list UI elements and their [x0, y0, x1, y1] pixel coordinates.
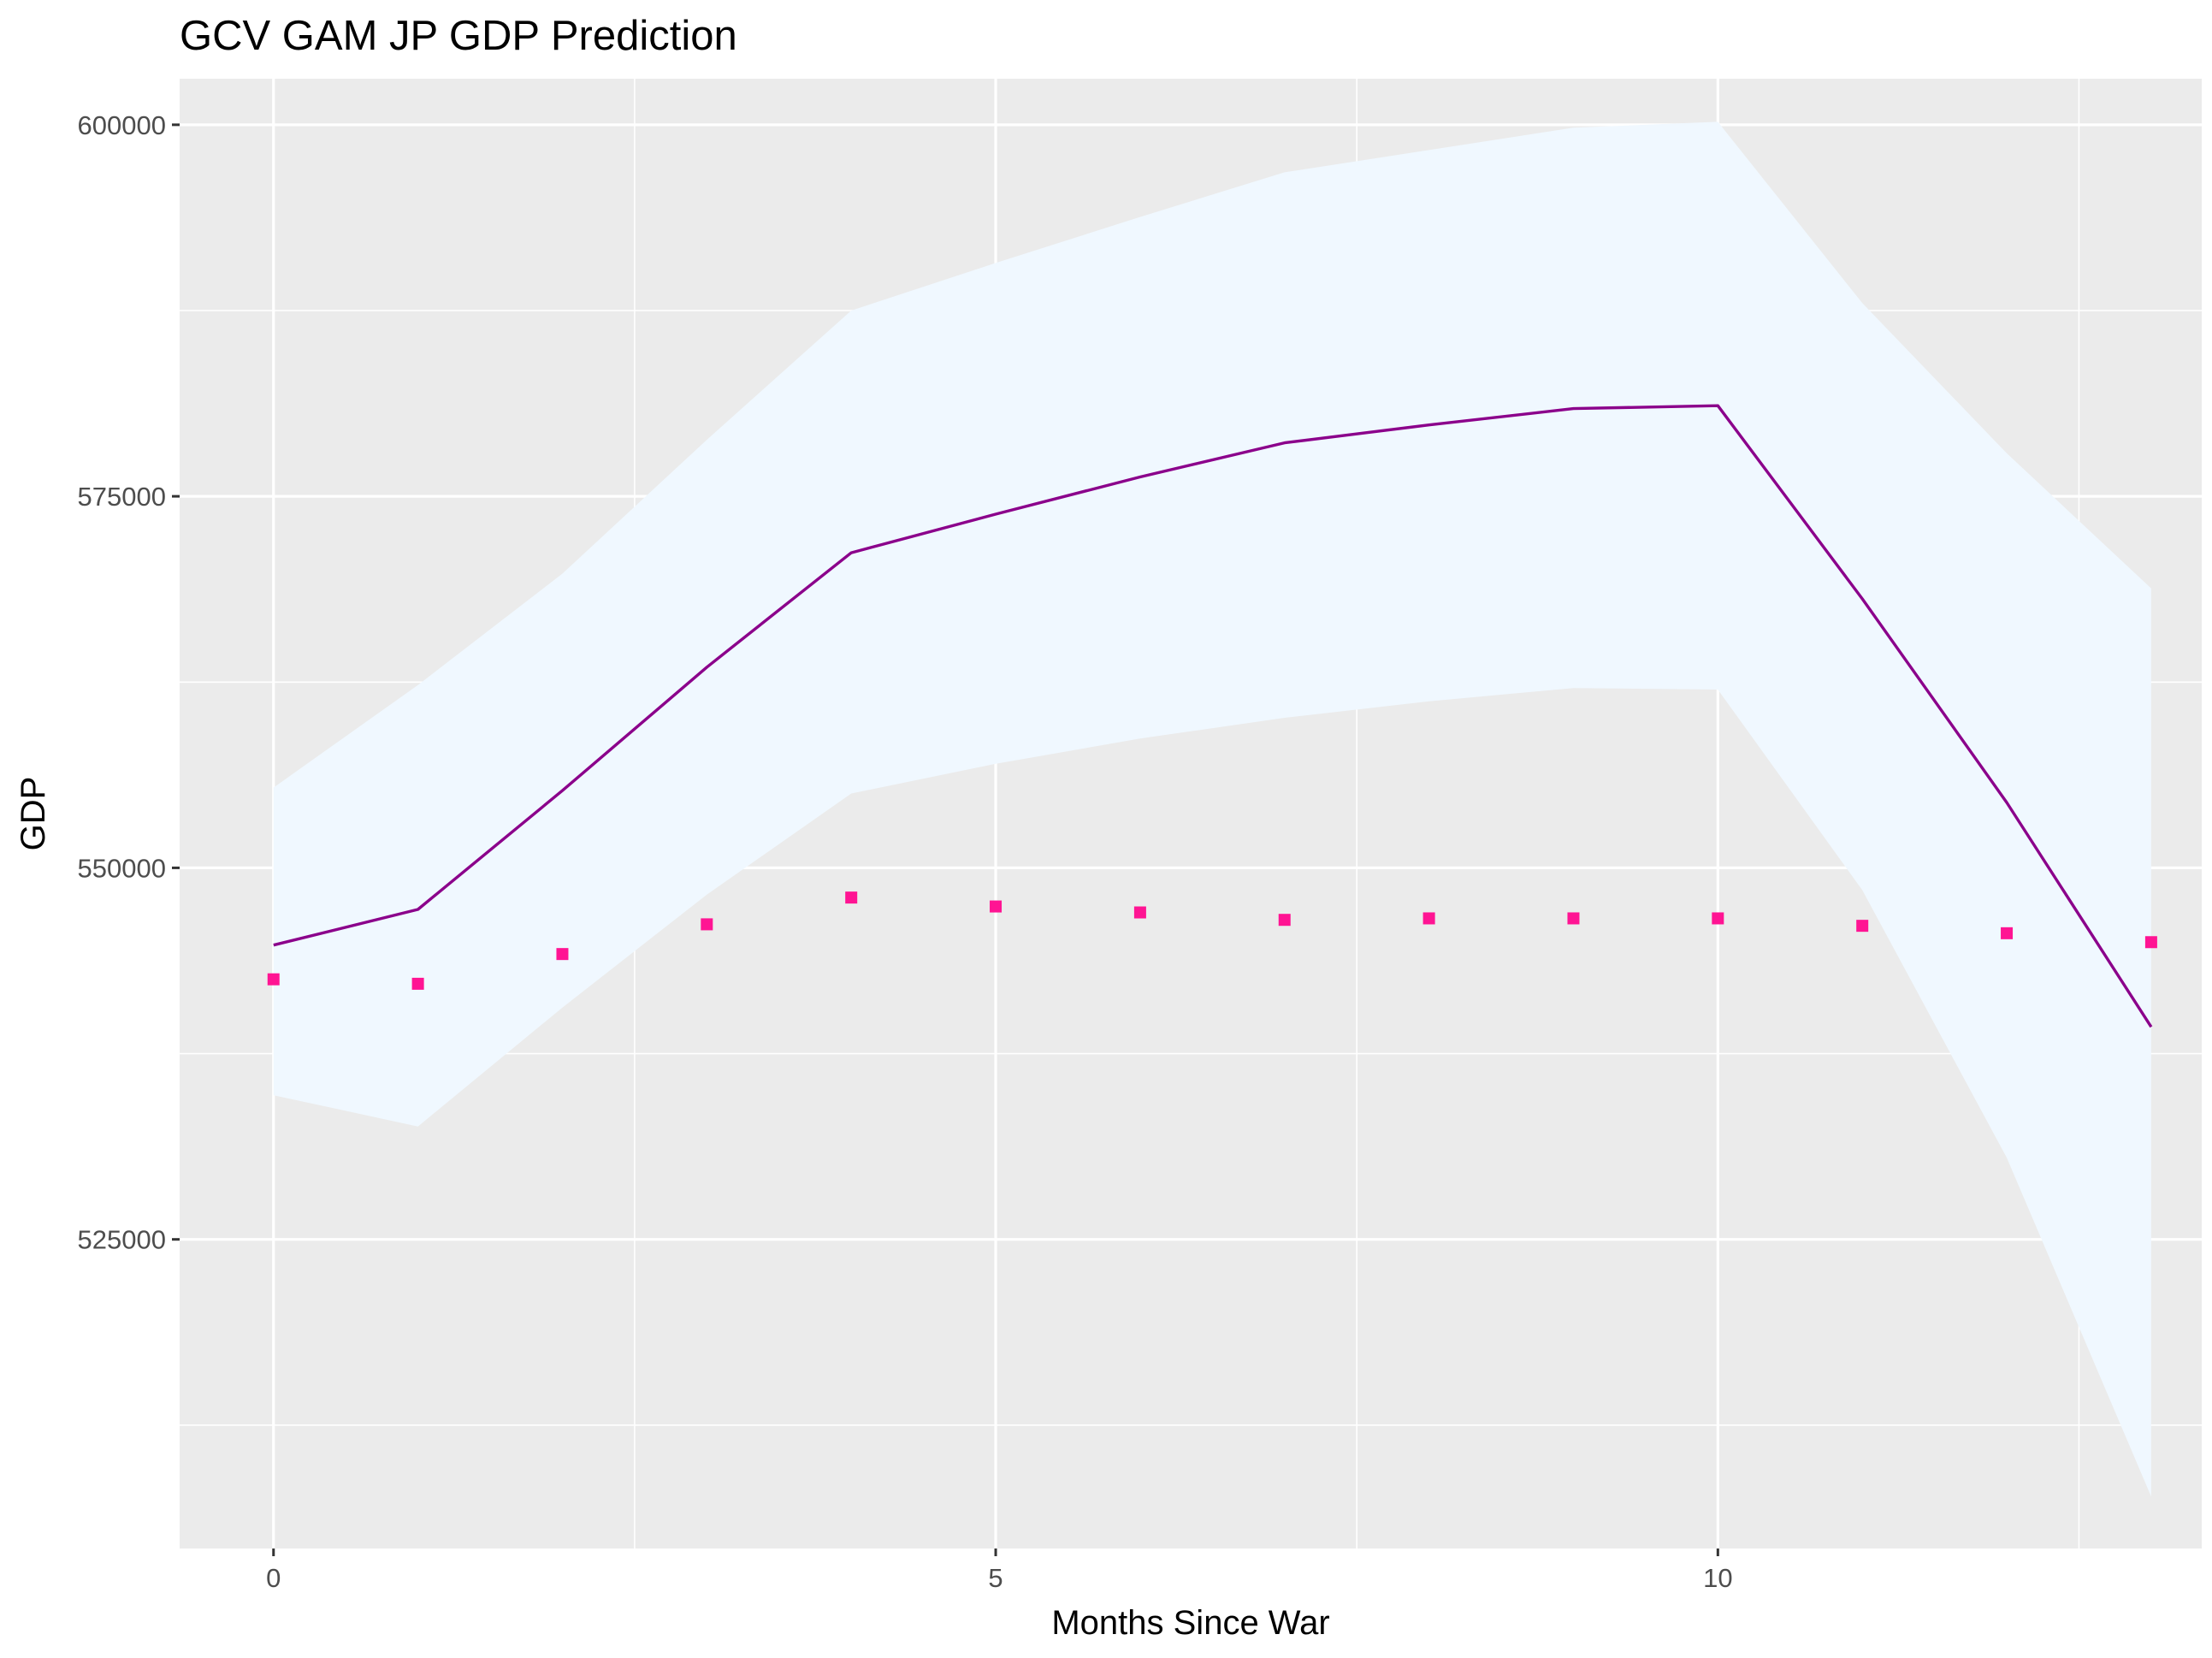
actual-gdp-point [267, 973, 280, 986]
actual-gdp-point [1422, 912, 1435, 925]
actual-gdp-point [1278, 914, 1291, 927]
x-tick-label: 0 [266, 1563, 281, 1593]
y-tick-label: 600000 [78, 110, 166, 140]
actual-gdp-point [1712, 912, 1724, 925]
actual-gdp-point [1133, 906, 1146, 919]
prediction-line [273, 404, 2153, 1028]
actual-gdp-point [2001, 927, 2014, 939]
x-axis: 0 5 10 [266, 1548, 1733, 1593]
y-tick-label: 575000 [78, 482, 166, 512]
y-axis: 525000 550000 575000 600000 [78, 110, 180, 1255]
actual-gdp-point [1567, 912, 1580, 925]
x-tick-label: 5 [988, 1563, 1002, 1593]
actual-gdp-point [990, 900, 1002, 913]
y-tick-label: 525000 [78, 1225, 166, 1255]
actual-gdp-point [1856, 920, 1869, 933]
chart-title: GCV GAM JP GDP Prediction [180, 13, 737, 59]
actual-gdp-point [701, 918, 713, 931]
actual-gdp-point [845, 891, 858, 904]
x-axis-title: Months Since War [1051, 1604, 1329, 1642]
actual-gdp-point [556, 948, 569, 961]
actual-gdp-point [411, 977, 424, 990]
confidence-ribbon [273, 121, 2151, 1497]
actual-gdp-point [2144, 936, 2157, 949]
chart-marks [267, 121, 2157, 1497]
y-axis-title: GDP [15, 777, 52, 851]
y-tick-label: 550000 [78, 853, 166, 883]
x-tick-label: 10 [1703, 1563, 1732, 1593]
